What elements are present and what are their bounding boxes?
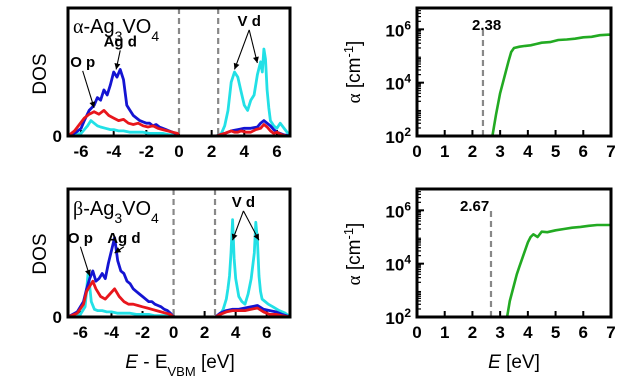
annotation-label: O p (70, 54, 95, 71)
panel-dos-beta: -6 -4 -2 0 2 4 6 0 O p Ag d V d β-Ag3VO4 DOS E - E… (30, 187, 292, 379)
dos-alpha-plot-area: -6 -4 -2 0 2 4 6 0 O p Ag d V d (53, 8, 292, 161)
annotation-arrow-head (89, 101, 96, 108)
panel-abs-beta: 0 1 2 3 4 5 6 7 102 104 106 2.67 α [cm-1] E [eV] (341, 187, 616, 373)
annotation-label: Ag d (104, 33, 137, 50)
annotation-arrow-head (231, 233, 238, 241)
dos-alpha-ylabel: DOS (30, 53, 51, 94)
annotation-arrow-head (233, 62, 240, 70)
x-tick-label: 3 (495, 142, 504, 161)
x-tick-label: -4 (104, 323, 120, 342)
x-tick-label: -2 (135, 323, 150, 342)
abs-beta-gap-label: 2.67 (460, 198, 489, 215)
y-tick-label: 106 (385, 199, 411, 221)
abs-beta-ylabel: α [cm-1] (341, 223, 366, 286)
x-tick-label: 5 (551, 142, 560, 161)
annotation-arrow-head (85, 269, 91, 277)
annotation-arrow (233, 29, 250, 70)
x-tick-label: 0 (169, 323, 178, 342)
dos-xlabel: E - EVBM [eV] (125, 352, 235, 379)
x-tick-label: 6 (262, 323, 271, 342)
annotation-label: O p (68, 230, 93, 247)
x-tick-label: 6 (579, 323, 588, 342)
x-tick-label: 4 (240, 142, 250, 161)
series-ag-d (67, 236, 291, 319)
x-tick-label: 0 (174, 142, 183, 161)
y-tick-label: 104 (385, 253, 411, 275)
dos-alpha-title: α-Ag3VO4 (73, 16, 159, 44)
x-tick-label: -6 (73, 323, 88, 342)
x-tick-label: 3 (495, 323, 504, 342)
x-tick-label: 2 (207, 142, 216, 161)
series-o-p (67, 279, 291, 319)
abs-beta-plot-area: 0 1 2 3 4 5 6 7 102 104 106 (385, 188, 616, 342)
annotation-arrow-head (114, 62, 121, 70)
panel-abs-alpha: 0 1 2 3 4 5 6 7 102 104 106 2.38 α [cm-1] (341, 6, 616, 161)
y-tick-label: 0 (53, 308, 62, 327)
abs-alpha-gap-label: 2.38 (472, 17, 501, 34)
x-tick-label: 4 (523, 142, 533, 161)
series-v-d (67, 218, 291, 319)
x-tick-label: 7 (606, 323, 615, 342)
annotation-arrow-head (114, 247, 122, 253)
x-tick-label: -2 (139, 142, 154, 161)
dos-beta-frame (66, 187, 292, 319)
y-tick-label: 104 (385, 72, 411, 94)
x-tick-label: 2 (200, 323, 209, 342)
annotation-arrow (82, 70, 95, 109)
panel-dos-alpha: -6 -4 -2 0 2 4 6 0 O p Ag d V d α-Ag3VO4 DOS (30, 6, 292, 161)
y-tick-label: 102 (385, 306, 411, 328)
abs-alpha-ylabel: α [cm-1] (341, 41, 366, 104)
abs-alpha-plot-area: 0 1 2 3 4 5 6 7 102 104 106 (385, 7, 616, 161)
x-tick-label: 6 (272, 142, 281, 161)
x-tick-label: 2 (468, 142, 477, 161)
annotation-arrow-head (253, 56, 259, 64)
x-tick-label: 0 (412, 142, 421, 161)
annotation-arrow-head (253, 233, 259, 241)
x-tick-label: 6 (579, 142, 588, 161)
x-tick-label: 1 (440, 142, 449, 161)
annotation-label: Ag d (107, 230, 140, 247)
x-tick-label: 5 (551, 323, 560, 342)
dos-beta-plot-area: -6 -4 -2 0 2 4 6 0 O p Ag d V d (53, 189, 291, 342)
x-tick-label: -4 (106, 142, 122, 161)
absorption-curve (491, 33, 611, 137)
series-o-p (67, 109, 290, 138)
x-tick-label: 4 (231, 323, 241, 342)
abs-xlabel: E [eV] (488, 352, 540, 373)
dos-alpha-frame (66, 6, 292, 138)
dos-beta-ylabel: DOS (30, 233, 51, 274)
x-tick-label: -6 (73, 142, 88, 161)
abs-beta-frame (415, 187, 613, 319)
dos-beta-title: β-Ag3VO4 (73, 198, 159, 226)
x-tick-label: 1 (440, 323, 449, 342)
x-tick-label: 7 (606, 142, 615, 161)
annotation-label: V d (232, 194, 255, 211)
x-tick-label: 0 (412, 323, 421, 342)
y-tick-label: 106 (385, 18, 411, 40)
y-tick-label: 102 (385, 125, 411, 147)
abs-alpha-frame (415, 6, 613, 138)
annotation-label: V d (238, 13, 261, 30)
x-tick-label: 2 (468, 323, 477, 342)
absorption-curve (505, 223, 611, 318)
y-tick-label: 0 (53, 127, 62, 146)
x-tick-label: 4 (523, 323, 533, 342)
